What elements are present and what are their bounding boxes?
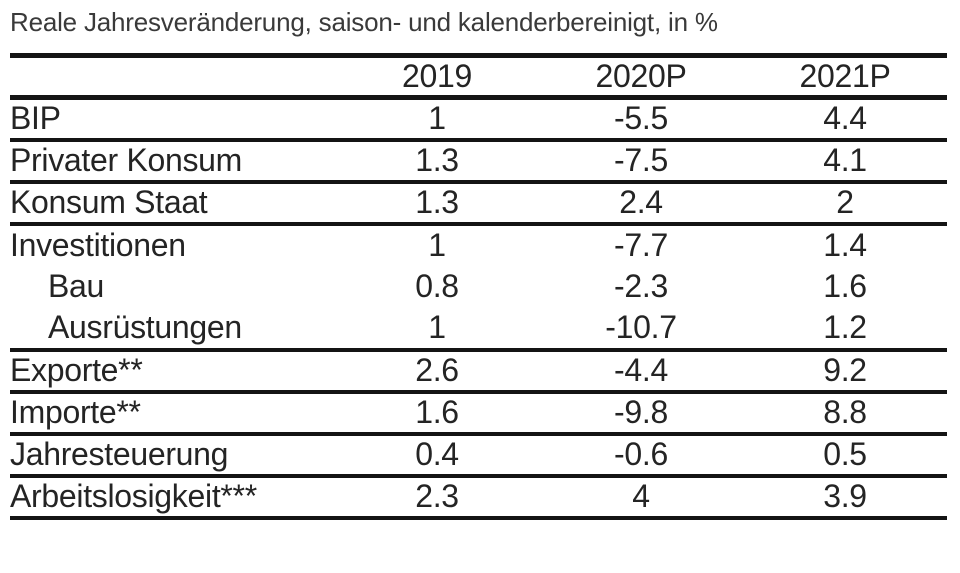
row-value: 2 [743, 181, 947, 226]
table-row: Privater Konsum 1.3 -7.5 4.1 [10, 139, 947, 184]
table-header-row: 2019 2020P 2021P [10, 53, 947, 100]
table-row: Konsum Staat 1.3 2.4 2 [10, 181, 947, 226]
row-value: 1 [428, 227, 446, 263]
table-row: Exporte** 2.6 -4.4 9.2 [10, 349, 947, 394]
row-value: 9.2 [743, 349, 947, 394]
row-value: 2.3 [335, 475, 539, 520]
col-header-2020p: 2020P [539, 53, 743, 100]
row-value: -4.4 [539, 349, 743, 394]
table-row: Ausrüstungen 1 -10.7 1.2 [10, 307, 947, 352]
page: Reale Jahresveränderung, saison- und kal… [10, 7, 947, 520]
table-body: BIP 1 -5.5 4.4 Privater Konsum 1.3 -7.5 … [10, 97, 947, 520]
row-label: Konsum Staat [10, 181, 335, 226]
row-value: 0.5 [743, 433, 947, 478]
row-value: 2.4 [539, 181, 743, 226]
row-value: 2.6 [335, 349, 539, 394]
row-value: -7.7 [614, 227, 668, 263]
forecast-table: 2019 2020P 2021P BIP 1 -5.5 4.4 Privater… [10, 53, 947, 520]
row-label: Importe** [10, 391, 335, 436]
row-value: -7.5 [539, 139, 743, 184]
row-value: -10.7 [539, 307, 743, 352]
col-header-2021p: 2021P [743, 53, 947, 100]
row-value: 4.4 [743, 97, 947, 142]
row-label: Investitionen [10, 227, 186, 263]
row-label: Bau [48, 268, 105, 304]
row-value: 1.6 [823, 268, 867, 304]
table-row: Bau 0.8 -2.3 1.6 [10, 266, 947, 308]
row-label: Privater Konsum [10, 139, 335, 184]
table-row: Jahresteuerung 0.4 -0.6 0.5 [10, 433, 947, 478]
row-label: Ausrüstungen [10, 307, 335, 352]
table-row: Importe** 1.6 -9.8 8.8 [10, 391, 947, 436]
row-label: BIP [10, 97, 335, 142]
row-value: 1.6 [335, 391, 539, 436]
page-title: Reale Jahresveränderung, saison- und kal… [10, 7, 718, 37]
row-value: 0.4 [335, 433, 539, 478]
row-value: -9.8 [539, 391, 743, 436]
row-label: Jahresteuerung [10, 433, 335, 478]
row-value: 1.3 [335, 181, 539, 226]
row-value: -5.5 [539, 97, 743, 142]
table-row: BIP 1 -5.5 4.4 [10, 97, 947, 142]
table-row: Investitionen 1 -7.7 1.4 [10, 224, 947, 266]
row-value: 1 [335, 307, 539, 352]
table-row: Arbeitslosigkeit*** 2.3 4 3.9 [10, 475, 947, 520]
row-value: -2.3 [614, 268, 668, 304]
row-value: -0.6 [539, 433, 743, 478]
row-value: 1.2 [743, 307, 947, 352]
row-value: 4.1 [743, 139, 947, 184]
col-header-2019: 2019 [335, 53, 539, 100]
row-value: 1.3 [335, 139, 539, 184]
row-value: 1 [335, 97, 539, 142]
row-value: 4 [539, 475, 743, 520]
row-value: 0.8 [415, 268, 459, 304]
col-header-empty [10, 53, 335, 100]
row-label: Exporte** [10, 349, 335, 394]
row-value: 3.9 [743, 475, 947, 520]
row-value: 1.4 [823, 227, 867, 263]
row-value: 8.8 [743, 391, 947, 436]
row-label: Arbeitslosigkeit*** [10, 475, 335, 520]
